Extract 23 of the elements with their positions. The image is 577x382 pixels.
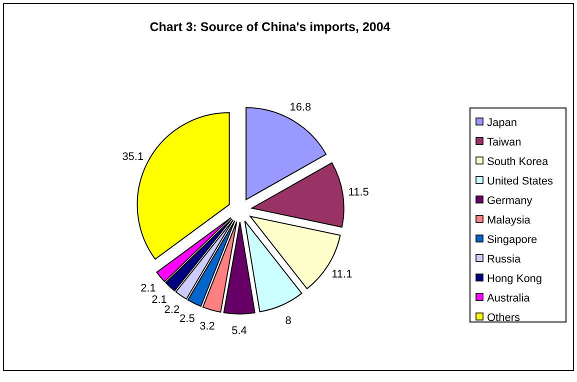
chart-title: Chart 3: Source of China's imports, 2004	[150, 20, 390, 34]
legend-label: Malaysia	[487, 214, 532, 226]
data-label: 11.1	[332, 268, 352, 280]
data-label: 2.2	[164, 304, 180, 316]
data-label: 11.5	[348, 186, 369, 199]
legend-label: Japan	[487, 117, 517, 129]
legend-label: Singapore	[487, 234, 538, 246]
data-label: 16.8	[290, 101, 312, 114]
data-label: 35.1	[122, 150, 144, 163]
data-label: 2.1	[140, 282, 156, 294]
legend-label: United States	[487, 176, 554, 188]
data-label: 2.1	[152, 294, 167, 306]
legend-label: Taiwan	[487, 136, 522, 148]
legend-label: Germany	[487, 195, 533, 207]
legend-label: South Korea	[487, 156, 550, 168]
data-label: 2.5	[180, 312, 195, 325]
data-label: 8	[285, 314, 292, 327]
data-label: 5.4	[232, 325, 247, 337]
data-label: 3.2	[200, 320, 215, 332]
legend-label: Russia	[487, 254, 522, 266]
legend-label: Others	[487, 312, 521, 324]
legend-label: Australia	[487, 292, 531, 304]
legend-label: Hong Kong	[487, 273, 542, 285]
